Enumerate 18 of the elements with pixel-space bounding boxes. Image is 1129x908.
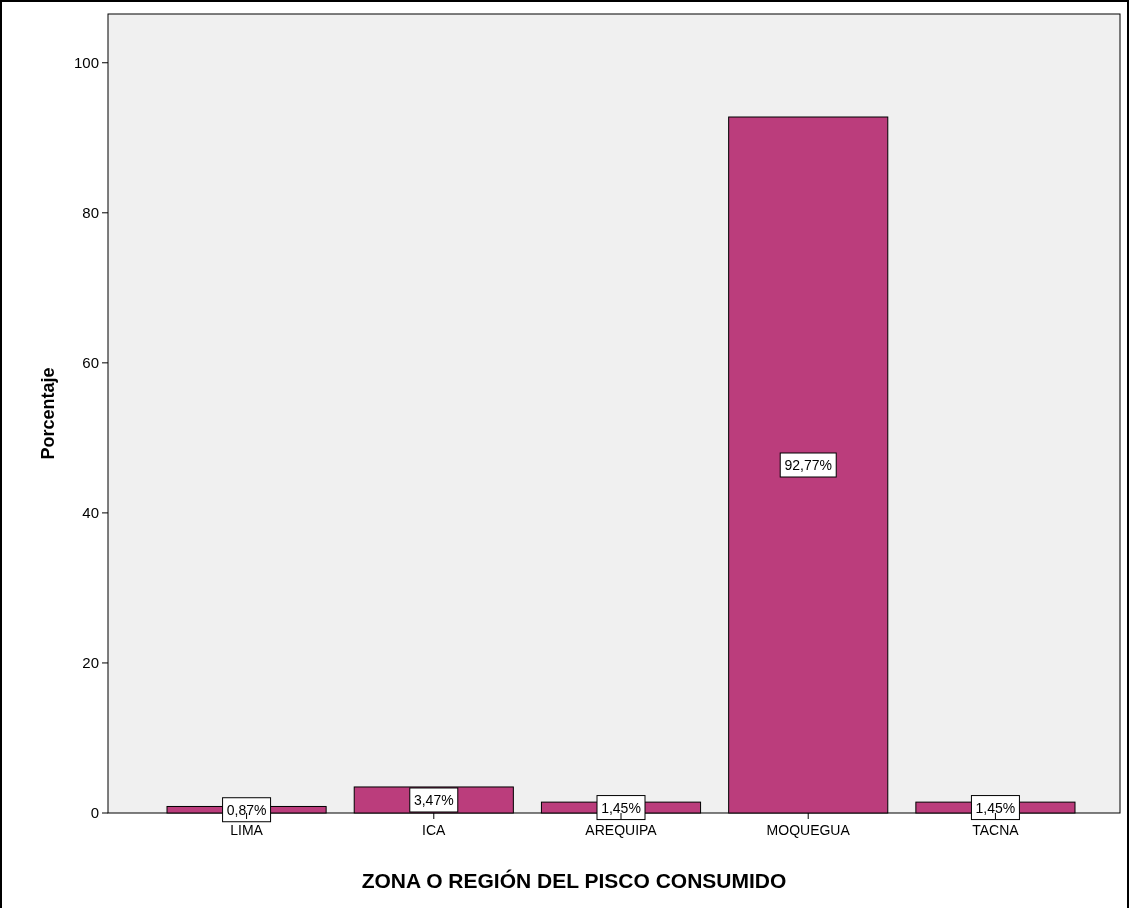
y-tick-label: 40 [82,503,99,521]
y-tick-label: 80 [82,203,99,221]
y-axis-title: Porcentaje [38,367,58,460]
x-tick-label: MOQUEGUA [766,822,851,838]
x-tick-label: LIMA [230,822,264,838]
y-tick-label: 60 [82,353,99,371]
y-tick-label: 20 [82,653,99,671]
data-label: 1,45% [601,799,641,816]
data-label: 92,77% [784,457,832,473]
y-tick-label: 100 [73,53,99,71]
x-tick-label: TACNA [972,822,1020,838]
y-tick-label: 0 [90,804,99,821]
data-label: 1,45% [975,799,1016,816]
data-label: 0,87% [226,801,267,818]
x-axis-title: ZONA O REGIÓN DEL PISCO CONSUMIDO [361,869,787,892]
x-tick-label: AREQUIPA [585,822,658,838]
data-label: 3,47% [413,791,454,808]
x-tick-label: ICA [422,822,447,838]
